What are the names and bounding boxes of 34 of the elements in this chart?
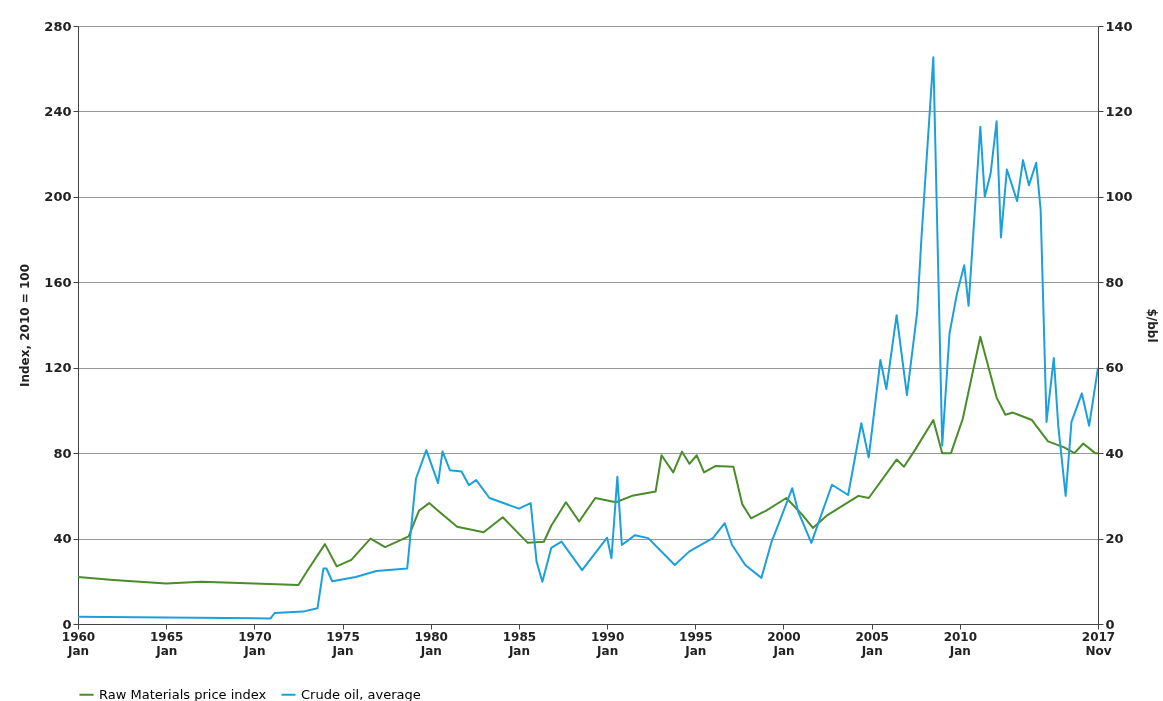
y-tick-label: 240	[44, 103, 72, 119]
x-tick-label: 1985 Jan	[502, 629, 537, 658]
y2-tick-label: 40	[1105, 445, 1124, 461]
x-tick-label: 2010 Jan	[943, 629, 978, 658]
y-tick-label: 80	[53, 445, 72, 461]
y2-tick-label: 60	[1105, 360, 1124, 376]
y2-tick-label: 0	[1105, 616, 1115, 632]
y-tick-label: 200	[44, 189, 72, 205]
y-tick-label: 0	[62, 616, 72, 632]
y-axis-title: Index, 2010 = 100	[18, 263, 33, 388]
x-tick-label: 2017 Nov	[1081, 629, 1116, 658]
y2-tick-label: 100	[1105, 189, 1133, 205]
x-tick-label: 2005 Jan	[855, 629, 889, 658]
y-tick-label: 280	[44, 18, 72, 34]
x-tick-label: 2000 Jan	[767, 629, 801, 658]
x-tick-label: 1970 Jan	[238, 629, 272, 658]
x-tick-label: 1995 Jan	[679, 629, 713, 658]
y-tick-label: 160	[44, 274, 72, 290]
x-tick-label: 1965 Jan	[150, 629, 184, 658]
line-series	[78, 56, 1098, 620]
y2-axis-title: $/bbl	[1144, 308, 1159, 343]
y2-tick-label: 20	[1105, 531, 1124, 547]
y2-tick-label: 140	[1105, 18, 1133, 34]
y-tick-label: 120	[44, 360, 72, 376]
y-tick-label: 40	[53, 531, 72, 547]
x-tick-label: 1980 Jan	[414, 629, 448, 658]
x-tick-label: 1975 Jan	[326, 629, 360, 658]
y2-tick-label: 80	[1105, 274, 1124, 290]
line-series	[78, 335, 1098, 586]
x-tick-label: 1990 Jan	[590, 629, 625, 658]
x-tick-label: 1960 Jan	[61, 629, 96, 658]
legend-label: Crude oil, average	[301, 686, 421, 701]
y2-tick-label: 120	[1105, 103, 1133, 119]
legend-label: Raw Materials price index	[99, 686, 267, 701]
